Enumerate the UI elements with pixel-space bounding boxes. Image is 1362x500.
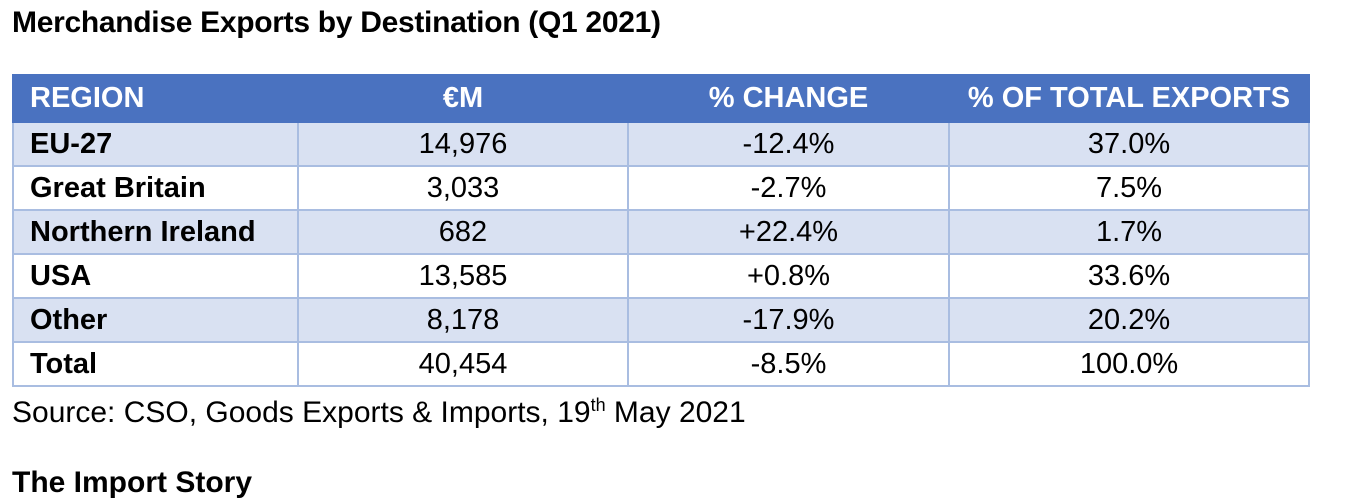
cell-eur-m: 14,976 — [297, 121, 629, 167]
cell-pct-change: -12.4% — [627, 121, 950, 167]
cell-eur-m: 40,454 — [297, 341, 629, 387]
table-row-total: Total 40,454 -8.5% 100.0% — [12, 341, 1310, 387]
cell-eur-m: 682 — [297, 209, 629, 255]
cell-pct-change: -2.7% — [627, 165, 950, 211]
cell-region: Northern Ireland — [12, 209, 299, 255]
table-row: EU-27 14,976 -12.4% 37.0% — [12, 121, 1310, 167]
cell-pct-change: +0.8% — [627, 253, 950, 299]
header-pct-total: % OF TOTAL EXPORTS — [948, 74, 1310, 123]
cell-region: Other — [12, 297, 299, 343]
cell-pct-total: 37.0% — [948, 121, 1310, 167]
header-eur-m: €M — [297, 74, 629, 123]
cell-region: EU-27 — [12, 121, 299, 167]
cell-pct-change: +22.4% — [627, 209, 950, 255]
cell-pct-total: 20.2% — [948, 297, 1310, 343]
exports-table: REGION €M % CHANGE % OF TOTAL EXPORTS EU… — [12, 74, 1310, 387]
cell-pct-change: -17.9% — [627, 297, 950, 343]
table-header: REGION €M % CHANGE % OF TOTAL EXPORTS — [12, 74, 1310, 123]
cell-pct-total: 1.7% — [948, 209, 1310, 255]
table-row: USA 13,585 +0.8% 33.6% — [12, 253, 1310, 299]
table-body: EU-27 14,976 -12.4% 37.0% Great Britain … — [12, 121, 1310, 387]
header-pct-change: % CHANGE — [627, 74, 950, 123]
source-suffix: May 2021 — [605, 396, 746, 429]
cell-region: USA — [12, 253, 299, 299]
cell-eur-m: 3,033 — [297, 165, 629, 211]
header-row: REGION €M % CHANGE % OF TOTAL EXPORTS — [12, 74, 1310, 123]
cell-region: Total — [12, 341, 299, 387]
source-prefix: Source: CSO, Goods Exports & Imports, 19 — [12, 396, 591, 429]
cell-pct-total: 7.5% — [948, 165, 1310, 211]
table-row: Other 8,178 -17.9% 20.2% — [12, 297, 1310, 343]
cell-pct-change: -8.5% — [627, 341, 950, 387]
cell-pct-total: 100.0% — [948, 341, 1310, 387]
cell-region: Great Britain — [12, 165, 299, 211]
section-heading: The Import Story — [12, 466, 253, 499]
source-superscript: th — [590, 395, 606, 415]
header-region: REGION — [12, 74, 299, 123]
cell-eur-m: 13,585 — [297, 253, 629, 299]
cell-pct-total: 33.6% — [948, 253, 1310, 299]
source-note: Source: CSO, Goods Exports & Imports, 19… — [12, 396, 746, 430]
table-title: Merchandise Exports by Destination (Q1 2… — [12, 6, 661, 39]
table-row: Great Britain 3,033 -2.7% 7.5% — [12, 165, 1310, 211]
cell-eur-m: 8,178 — [297, 297, 629, 343]
table-row: Northern Ireland 682 +22.4% 1.7% — [12, 209, 1310, 255]
